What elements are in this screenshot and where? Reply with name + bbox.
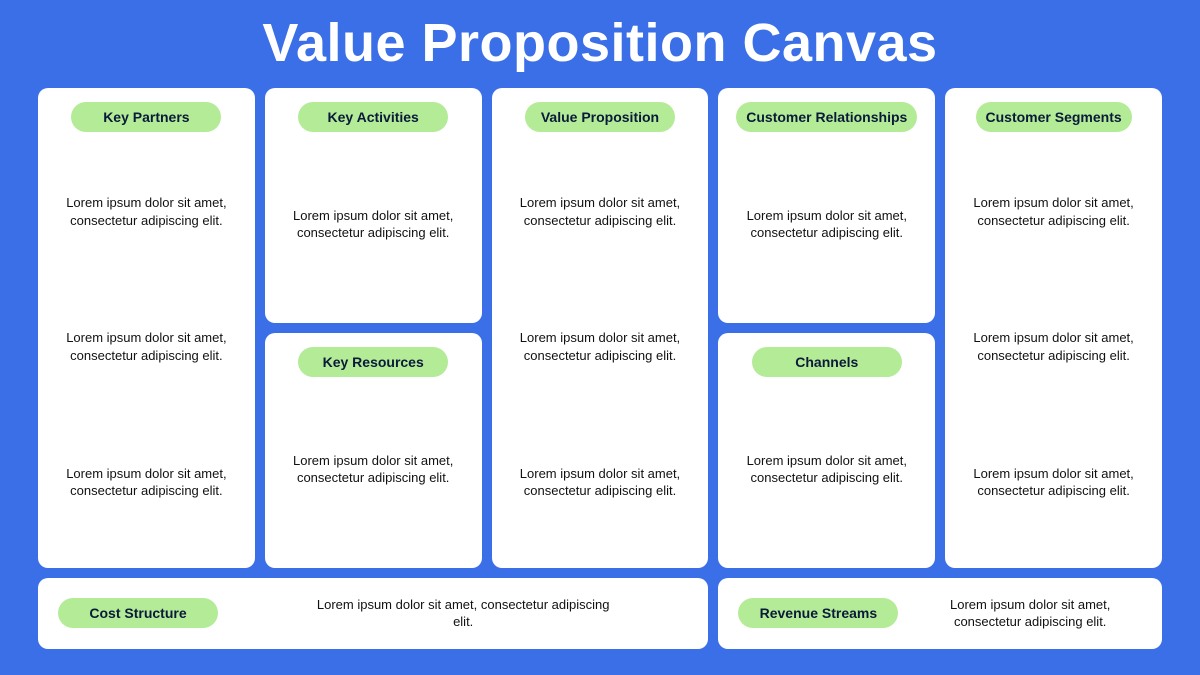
card-text: Lorem ipsum dolor sit amet, consectetur … xyxy=(56,329,237,364)
card-body: Lorem ipsum dolor sit amet, consectetur … xyxy=(732,140,921,309)
pill-cost-structure: Cost Structure xyxy=(58,598,218,628)
card-text: Lorem ipsum dolor sit amet, consectetur … xyxy=(918,596,1142,631)
card-text: Lorem ipsum dolor sit amet, consectetur … xyxy=(56,194,237,229)
card-text: Lorem ipsum dolor sit amet, consectetur … xyxy=(736,452,917,487)
card-body: Lorem ipsum dolor sit amet, consectetur … xyxy=(506,140,695,554)
pill-key-partners: Key Partners xyxy=(71,102,221,132)
card-text: Lorem ipsum dolor sit amet, consectetur … xyxy=(56,465,237,500)
card-key-activities: Key Activities Lorem ipsum dolor sit ame… xyxy=(265,88,482,323)
card-cost-structure: Cost Structure Lorem ipsum dolor sit ame… xyxy=(38,578,708,649)
card-customer-segments: Customer Segments Lorem ipsum dolor sit … xyxy=(945,88,1162,568)
card-revenue-streams: Revenue Streams Lorem ipsum dolor sit am… xyxy=(718,578,1162,649)
card-key-resources: Key Resources Lorem ipsum dolor sit amet… xyxy=(265,333,482,568)
card-text: Lorem ipsum dolor sit amet, consectetur … xyxy=(510,465,691,500)
card-text: Lorem ipsum dolor sit amet, consectetur … xyxy=(510,194,691,229)
card-key-partners: Key Partners Lorem ipsum dolor sit amet,… xyxy=(38,88,255,568)
card-body: Lorem ipsum dolor sit amet, consectetur … xyxy=(732,385,921,554)
pill-customer-segments: Customer Segments xyxy=(976,102,1132,132)
card-text: Lorem ipsum dolor sit amet, consectetur … xyxy=(963,329,1144,364)
card-channels: Channels Lorem ipsum dolor sit amet, con… xyxy=(718,333,935,568)
card-text: Lorem ipsum dolor sit amet, consectetur … xyxy=(963,194,1144,229)
card-body: Lorem ipsum dolor sit amet, consectetur … xyxy=(959,140,1148,554)
pill-revenue-streams: Revenue Streams xyxy=(738,598,898,628)
pill-key-resources: Key Resources xyxy=(298,347,448,377)
pill-key-activities: Key Activities xyxy=(298,102,448,132)
card-value-proposition: Value Proposition Lorem ipsum dolor sit … xyxy=(492,88,709,568)
card-text: Lorem ipsum dolor sit amet, consectetur … xyxy=(313,596,613,631)
card-body: Lorem ipsum dolor sit amet, consectetur … xyxy=(279,140,468,309)
page-title: Value Proposition Canvas xyxy=(38,12,1162,74)
card-text: Lorem ipsum dolor sit amet, consectetur … xyxy=(283,207,464,242)
card-text: Lorem ipsum dolor sit amet, consectetur … xyxy=(963,465,1144,500)
canvas-grid: Key Partners Lorem ipsum dolor sit amet,… xyxy=(38,88,1162,649)
canvas-container: Value Proposition Canvas Key Partners Lo… xyxy=(0,0,1200,675)
card-text: Lorem ipsum dolor sit amet, consectetur … xyxy=(283,452,464,487)
card-body: Lorem ipsum dolor sit amet, consectetur … xyxy=(279,385,468,554)
card-customer-relationships: Customer Relationships Lorem ipsum dolor… xyxy=(718,88,935,323)
card-text: Lorem ipsum dolor sit amet, consectetur … xyxy=(736,207,917,242)
pill-customer-relationships: Customer Relationships xyxy=(736,102,917,132)
pill-value-proposition: Value Proposition xyxy=(525,102,675,132)
card-text: Lorem ipsum dolor sit amet, consectetur … xyxy=(510,329,691,364)
pill-channels: Channels xyxy=(752,347,902,377)
card-body: Lorem ipsum dolor sit amet, consectetur … xyxy=(52,140,241,554)
